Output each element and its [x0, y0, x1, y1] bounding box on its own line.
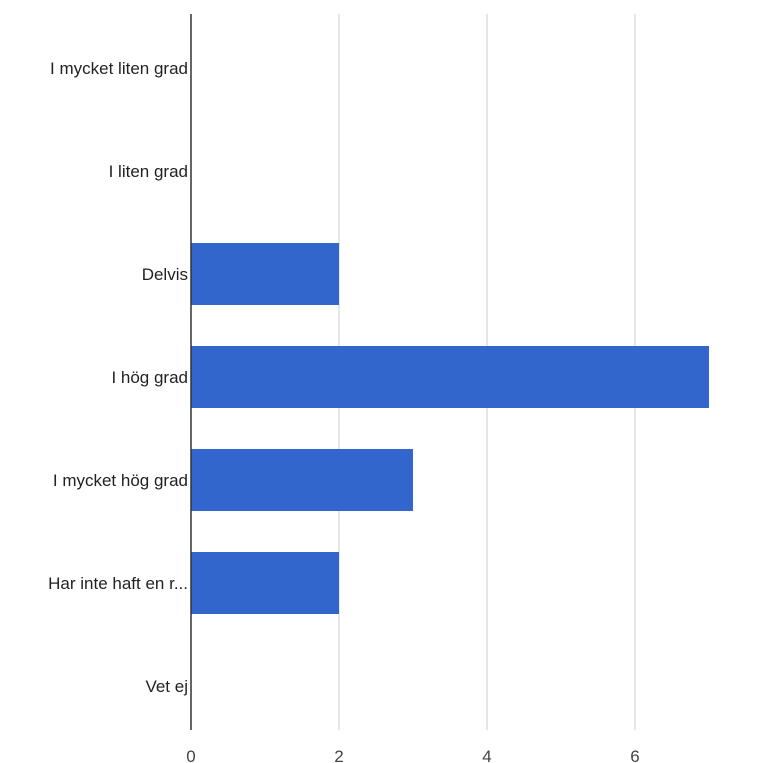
- bar: [191, 243, 339, 305]
- category-label: I hög grad: [111, 368, 188, 387]
- x-tick-label: 2: [334, 747, 343, 763]
- x-tick-label: 6: [630, 747, 639, 763]
- category-label: I mycket liten grad: [50, 59, 188, 78]
- category-label: I liten grad: [109, 162, 188, 181]
- bars: [191, 243, 709, 614]
- bar: [191, 346, 709, 408]
- category-label: Delvis: [142, 265, 188, 284]
- category-label: Vet ej: [145, 677, 188, 696]
- category-labels: I mycket liten grad I liten grad Delvis I h…: [48, 59, 188, 696]
- category-label: Har inte haft en r...: [48, 574, 188, 593]
- bar: [191, 552, 339, 614]
- x-tick-label: 0: [186, 747, 195, 763]
- bar: [191, 449, 413, 511]
- x-tick-labels: 0 2 4 6: [186, 747, 639, 763]
- x-tick-label: 4: [482, 747, 491, 763]
- category-label: I mycket hög grad: [53, 471, 188, 490]
